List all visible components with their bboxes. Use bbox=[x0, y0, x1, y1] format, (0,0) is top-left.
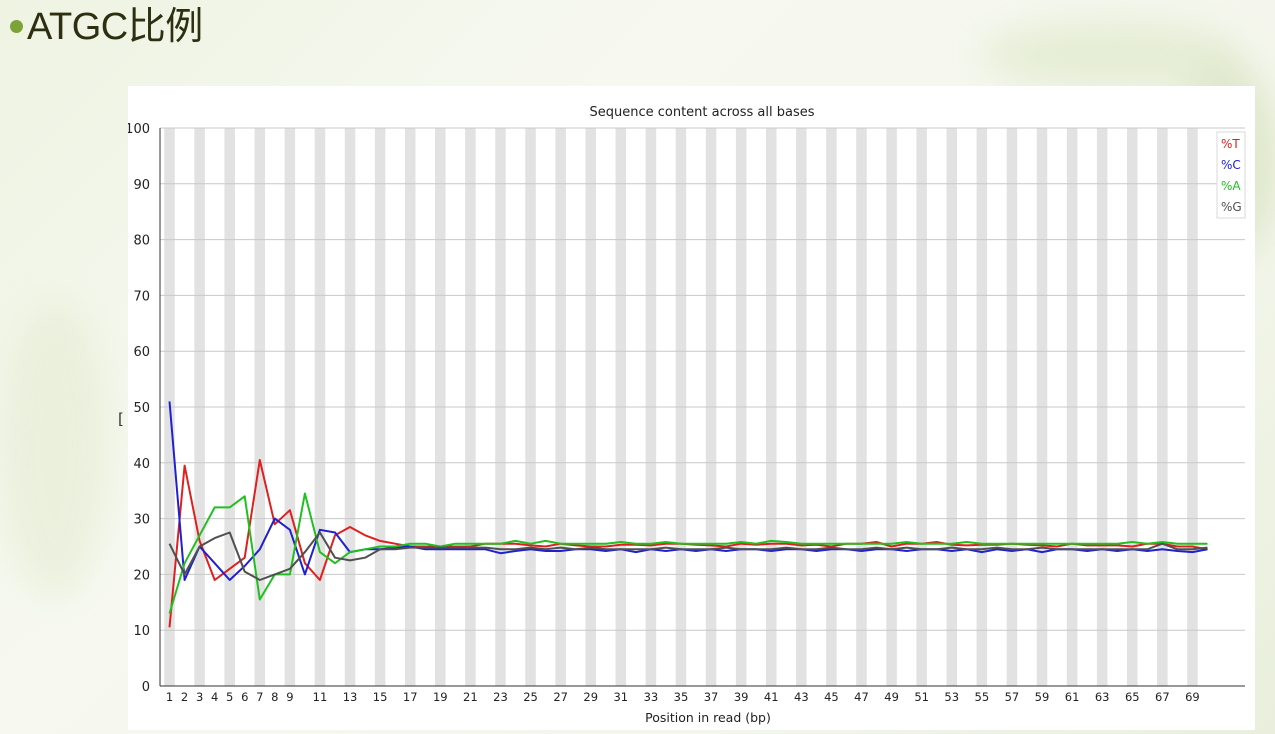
bullet-icon bbox=[10, 19, 23, 33]
x-tick-label: 45 bbox=[824, 690, 839, 704]
x-tick-label: 9 bbox=[286, 690, 293, 704]
y-tick-label: 0 bbox=[142, 680, 150, 695]
x-tick-label: 59 bbox=[1035, 690, 1050, 704]
x-tick-label: 35 bbox=[674, 690, 689, 704]
x-tick-label: 3 bbox=[196, 690, 203, 704]
x-tick-label: 49 bbox=[884, 690, 899, 704]
y-tick-label: 100 bbox=[128, 122, 150, 137]
x-tick-label: 47 bbox=[854, 690, 869, 704]
x-tick-label: 63 bbox=[1095, 690, 1110, 704]
x-tick-label: 2 bbox=[181, 690, 188, 704]
y-tick-label: 60 bbox=[133, 345, 150, 360]
x-tick-label: 55 bbox=[975, 690, 990, 704]
y-tick-label: 10 bbox=[133, 624, 150, 639]
x-tick-label: 43 bbox=[794, 690, 809, 704]
chart-title: Sequence content across all bases bbox=[589, 105, 814, 120]
background-foliage bbox=[0, 300, 110, 600]
x-tick-labels: 1 2 3 4 5 6 7 8 9 11 13 15 17 19 21 23 25 27 29 31 33 35 37 39 4… bbox=[166, 690, 1200, 704]
x-tick-label: 19 bbox=[433, 690, 448, 704]
y-tick-label: 80 bbox=[133, 234, 150, 249]
x-tick-label: 13 bbox=[343, 690, 358, 704]
y-tick-label: 40 bbox=[133, 457, 150, 472]
x-tick-label: 21 bbox=[463, 690, 478, 704]
x-tick-label: 41 bbox=[764, 690, 779, 704]
x-tick-label: 37 bbox=[704, 690, 719, 704]
legend-entry: %T bbox=[1221, 137, 1240, 151]
chart-legend: %T %C %A %G bbox=[1216, 131, 1246, 219]
x-tick-label: 8 bbox=[271, 690, 278, 704]
x-tick-label: 33 bbox=[644, 690, 659, 704]
x-tick-label: 61 bbox=[1065, 690, 1080, 704]
legend-box bbox=[1216, 131, 1246, 219]
x-tick-label: 27 bbox=[553, 690, 568, 704]
x-tick-label: 1 bbox=[166, 690, 173, 704]
x-tick-label: 17 bbox=[403, 690, 418, 704]
x-tick-label: 11 bbox=[313, 690, 328, 704]
x-tick-label: 69 bbox=[1185, 690, 1200, 704]
y-tick-label: 70 bbox=[133, 289, 150, 304]
y-tick-label: 20 bbox=[133, 568, 150, 583]
x-tick-label: 51 bbox=[914, 690, 929, 704]
legend-entry: %G bbox=[1221, 200, 1242, 214]
x-tick-label: 57 bbox=[1005, 690, 1020, 704]
y-tick-labels: 0 10 20 30 40 50 60 70 80 90 100 bbox=[125, 122, 150, 695]
axes bbox=[159, 128, 1245, 687]
legend-entry: %A bbox=[1221, 179, 1241, 193]
x-tick-label: 4 bbox=[211, 690, 218, 704]
series-lines bbox=[168, 401, 1208, 628]
legend-entry: %C bbox=[1221, 158, 1241, 172]
x-tick-label: 67 bbox=[1155, 690, 1170, 704]
x-tick-label: 15 bbox=[373, 690, 388, 704]
x-tick-label: 5 bbox=[226, 690, 233, 704]
y-tick-label: 90 bbox=[133, 178, 150, 193]
x-tick-label: 23 bbox=[493, 690, 508, 704]
x-tick-label: 39 bbox=[734, 690, 749, 704]
y-tick-label: 50 bbox=[133, 401, 150, 416]
x-tick-label: 25 bbox=[523, 690, 538, 704]
x-tick-label: 65 bbox=[1125, 690, 1140, 704]
series-line-g bbox=[168, 531, 1208, 581]
x-tick-label: 7 bbox=[256, 690, 263, 704]
series-line-a bbox=[168, 492, 1208, 614]
x-tick-label: 6 bbox=[241, 690, 248, 704]
x-axis-label: Position in read (bp) bbox=[645, 710, 771, 725]
x-tick-label: 31 bbox=[613, 690, 628, 704]
y-tick-label: 30 bbox=[133, 513, 150, 528]
chart-panel: 0 10 20 30 40 50 60 70 80 90 100 1 2 3 4 5 6 7 8 9 11 13 15 17… bbox=[125, 86, 1255, 730]
slide-title-text: ATGC比例 bbox=[27, 5, 203, 48]
x-tick-label: 29 bbox=[583, 690, 598, 704]
x-tick-label: 53 bbox=[944, 690, 959, 704]
slide-title: ATGC比例 bbox=[10, 0, 203, 48]
